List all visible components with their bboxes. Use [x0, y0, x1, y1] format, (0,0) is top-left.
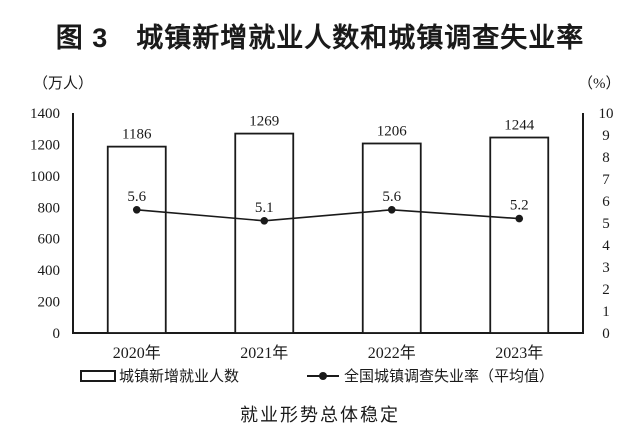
- line-point-marker: [132, 206, 141, 214]
- bar-value-label: 1269: [249, 114, 279, 130]
- bar-2020年: [106, 145, 167, 334]
- figure-caption: 就业形势总体稳定: [240, 405, 400, 425]
- left-axis-tick-label: 1200: [30, 137, 60, 153]
- right-axis-tick-label: 10: [599, 106, 614, 122]
- x-axis-category-label: 2022年: [368, 344, 416, 362]
- left-axis-tick-label: 0: [53, 326, 61, 342]
- right-axis-tick-label: 9: [602, 128, 610, 144]
- bar-2021年: [234, 132, 295, 334]
- legend-line-label: 全国城镇调查失业率（平均值）: [344, 369, 555, 385]
- left-axis-tick-label: 1000: [30, 169, 60, 185]
- line-point-marker: [260, 217, 269, 225]
- bar-2023年: [489, 136, 550, 334]
- right-axis-tick-label: 0: [602, 326, 610, 342]
- left-axis-tick-label: 200: [38, 295, 61, 311]
- line-value-label: 5.6: [127, 189, 146, 205]
- x-axis-category-label: 2021年: [240, 344, 288, 362]
- bar-2022年: [361, 142, 422, 334]
- right-axis-tick-label: 3: [602, 260, 610, 276]
- right-axis-tick-label: 7: [602, 172, 610, 188]
- right-axis-tick-label: 8: [602, 150, 610, 166]
- legend-bar-label: 城镇新增就业人数: [119, 369, 240, 385]
- bar-value-label: 1244: [504, 118, 535, 134]
- left-axis-tick-label: 600: [38, 232, 61, 248]
- right-axis-unit-label: （%）: [578, 76, 621, 92]
- right-axis-tick-label: 2: [602, 282, 610, 298]
- bar-series-swatch-icon: [80, 369, 116, 382]
- left-axis-tick-label: 400: [38, 263, 61, 279]
- line-point-marker: [387, 206, 396, 214]
- right-axis-tick-label: 4: [602, 238, 610, 254]
- legend-item-bar: 城镇新增就业人数: [80, 365, 239, 386]
- line-value-label: 5.6: [382, 189, 401, 205]
- right-axis-tick-label: 6: [602, 194, 610, 210]
- left-axis-unit-label: （万人）: [33, 76, 94, 92]
- chart-title: 图 3 城镇新增就业人数和城镇调查失业率: [55, 23, 585, 53]
- right-axis-tick-label: 1: [602, 304, 610, 320]
- line-value-label: 5.1: [255, 200, 274, 216]
- bar-value-label: 1186: [122, 127, 152, 143]
- line-marker-dot-icon: [319, 371, 327, 380]
- x-axis-category-label: 2023年: [495, 344, 543, 362]
- line-series-path: [136, 208, 520, 222]
- bar-value-label: 1206: [377, 123, 408, 139]
- x-axis-category-label: 2020年: [113, 344, 161, 362]
- right-axis-tick-label: 5: [602, 216, 610, 232]
- left-axis-tick-label: 1400: [30, 106, 60, 122]
- line-series-swatch-icon: [307, 371, 339, 380]
- legend-item-line: 全国城镇调查失业率（平均值）: [307, 365, 554, 386]
- line-point-marker: [515, 214, 524, 223]
- line-value-label: 5.2: [510, 198, 529, 214]
- left-axis-tick-label: 800: [38, 200, 61, 216]
